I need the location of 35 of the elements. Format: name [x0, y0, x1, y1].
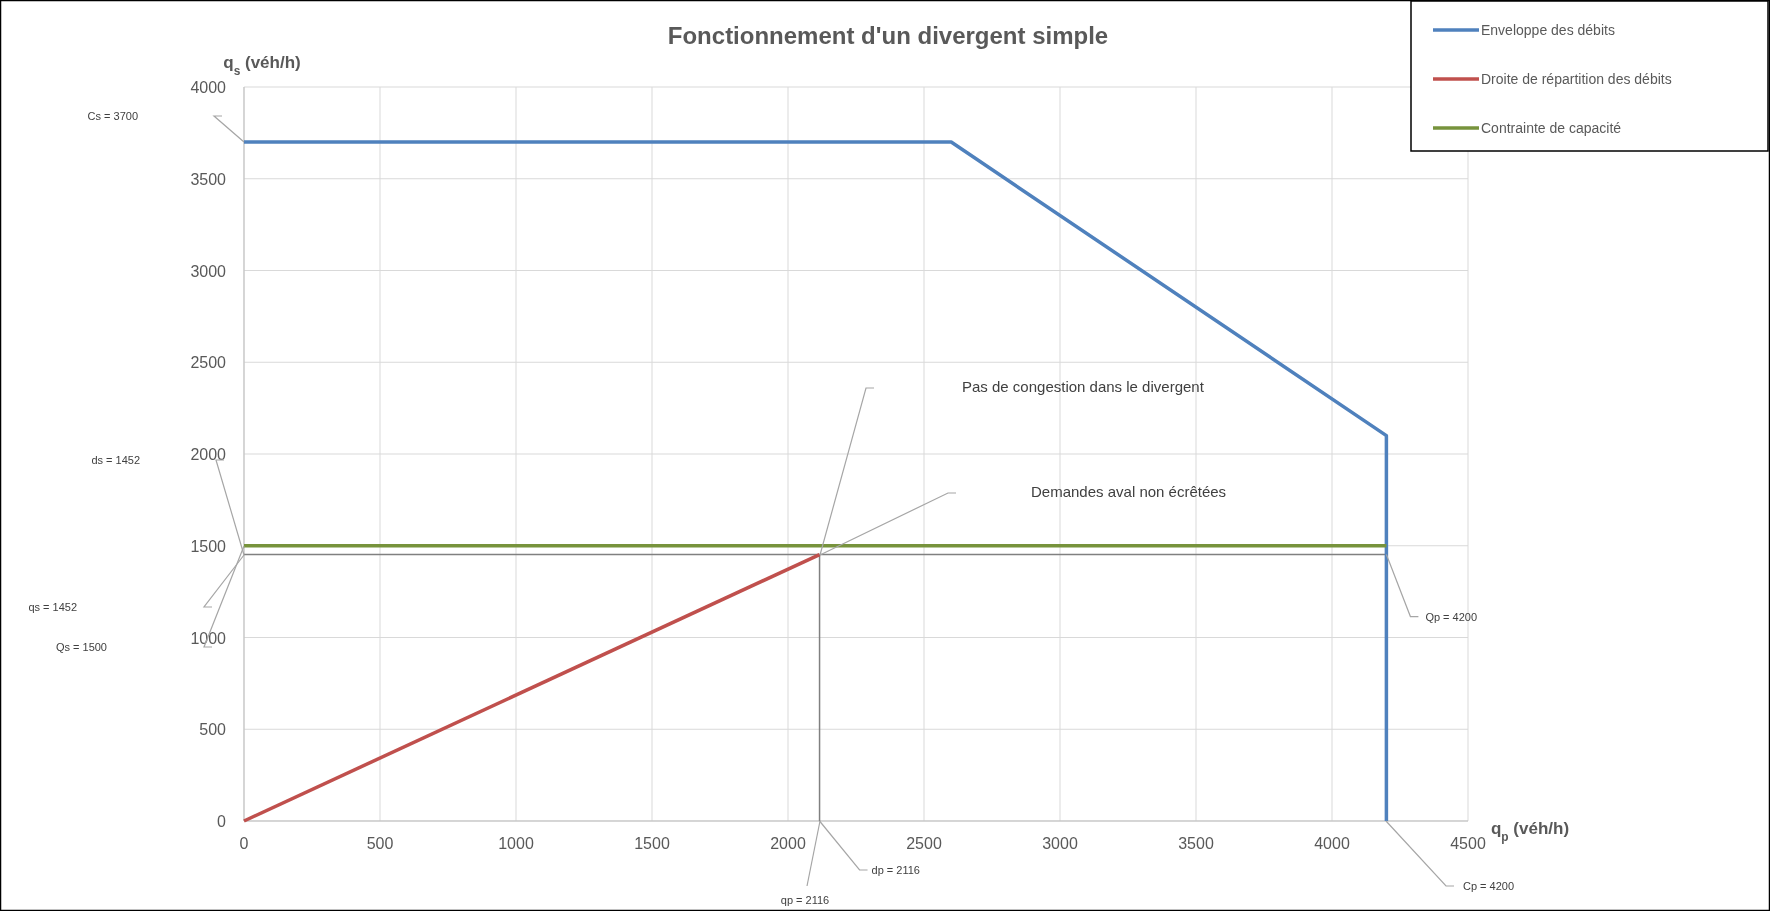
annotation: Demandes aval non écrêtées [1031, 483, 1227, 500]
text: qp = 2116 [780, 894, 830, 906]
text: Cs = 3700 [87, 110, 138, 122]
y-tick-label: 1500 [190, 537, 227, 555]
x-tick-label: 1000 [498, 835, 534, 852]
annotation: Pas de congestion dans le divergent [962, 378, 1205, 395]
text: ds = 1452 [91, 454, 140, 466]
y-tick-label: 2000 [190, 446, 227, 463]
x-tick-label: 4500 [1450, 835, 1486, 852]
y-tick-label: 4000 [190, 79, 227, 96]
text: Cp = 4200 [1463, 880, 1515, 892]
x-tick-label: 0 [239, 835, 249, 852]
y-tick-label: 1000 [190, 629, 227, 647]
text: Qs = 1500 [55, 641, 107, 653]
annotation: dp = 2116 [871, 864, 920, 876]
x-tick-label: 3000 [1042, 835, 1078, 852]
legend-label: Droite de répartition des débits [1481, 71, 1672, 87]
y-tick-label: 2500 [190, 354, 227, 372]
x-tick-label: 2500 [906, 835, 942, 852]
legend-label: Contrainte de capacité [1481, 120, 1622, 136]
annotation: Qp = 4200 [1425, 610, 1478, 623]
y-tick-label: 3500 [190, 170, 227, 188]
x-axis-title: q$_{p}$ (véh/h) [1490, 819, 1570, 844]
y-axis-title: q$_{s}$ (véh/h) [223, 53, 301, 78]
y-tick-label: 3000 [190, 262, 227, 280]
legend-label: Enveloppe des débits [1481, 22, 1615, 38]
y-tick-label: 500 [199, 721, 227, 739]
chart-title: Fonctionnement d'un divergent simple [667, 22, 1109, 49]
x-tick-label: 500 [366, 835, 394, 852]
y-tick-label: 0 [217, 813, 227, 830]
x-tick-label: 4000 [1314, 835, 1350, 852]
x-tick-label: 1500 [634, 835, 670, 852]
x-tick-label: 2000 [770, 835, 806, 852]
text: qs = 1452 [28, 601, 77, 613]
x-tick-label: 3500 [1178, 835, 1214, 852]
